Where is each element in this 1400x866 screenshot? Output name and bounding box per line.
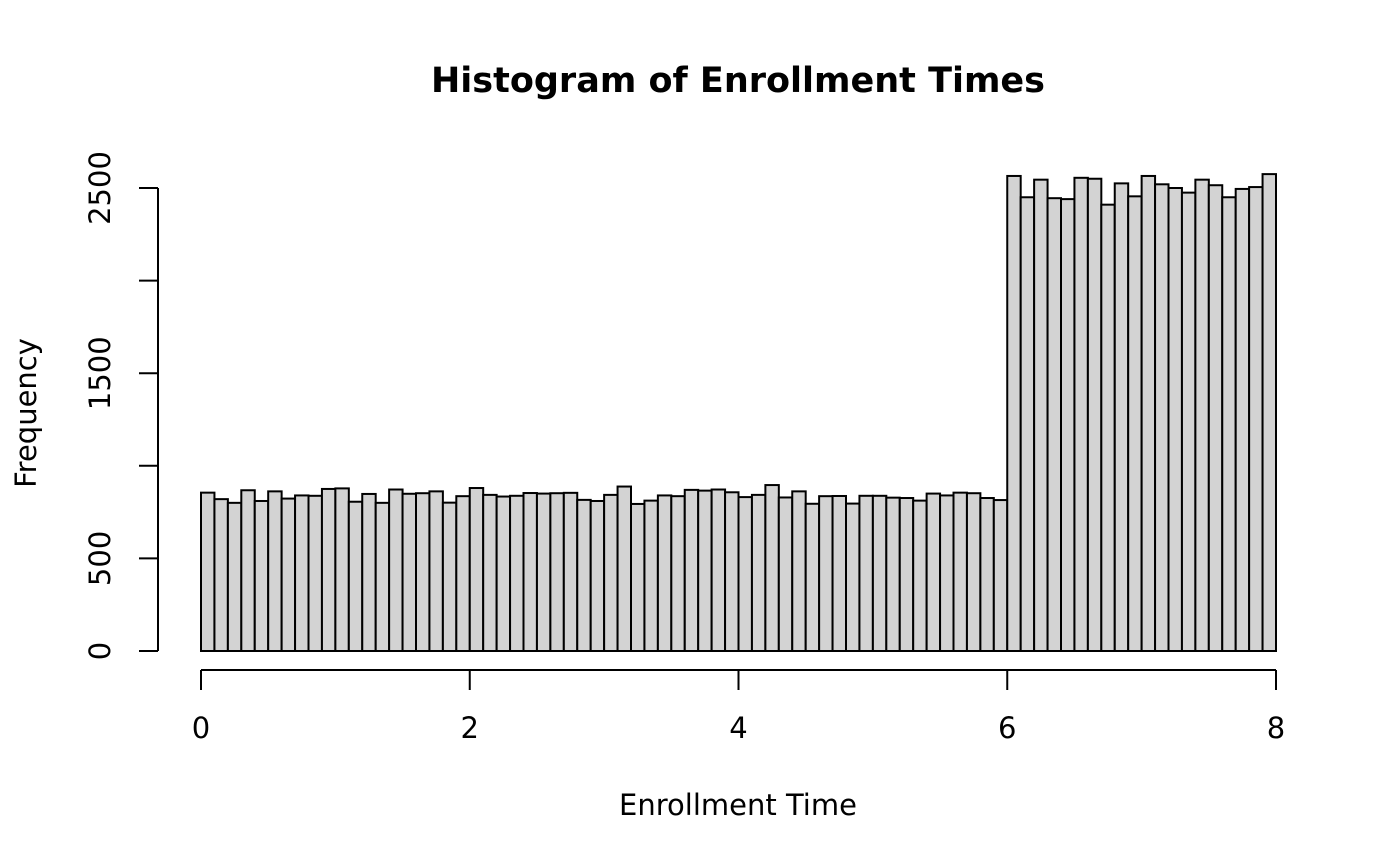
- histogram-bar: [777, 496, 794, 652]
- histogram-bar: [818, 495, 834, 653]
- histogram-bar: [576, 498, 592, 652]
- histogram-bar: [737, 496, 753, 652]
- histogram-bar: [267, 490, 283, 652]
- histogram-bar: [845, 502, 861, 652]
- histogram-bar: [952, 491, 968, 652]
- histogram-bar: [670, 495, 686, 653]
- histogram-bar: [992, 499, 1009, 652]
- histogram-bar: [200, 491, 216, 652]
- histogram-bar: [388, 488, 404, 653]
- y-axis-label: Frequency: [9, 338, 43, 488]
- histogram-bar: [1140, 174, 1157, 653]
- histogram-bar: [589, 499, 606, 652]
- histogram-bar: [724, 491, 740, 652]
- x-tick-label: 2: [461, 711, 479, 745]
- histogram-bar: [791, 490, 807, 652]
- y-tick-label: 1500: [83, 336, 117, 410]
- chart-title: Histogram of Enrollment Times: [431, 61, 1045, 101]
- x-tick-label: 6: [998, 711, 1016, 745]
- y-tick-label: 2500: [83, 151, 117, 225]
- histogram-bar: [415, 492, 431, 652]
- histogram-bar: [1154, 183, 1170, 653]
- histogram-bar: [562, 491, 579, 652]
- histogram-bar: [1167, 187, 1183, 652]
- histogram-bar: [898, 497, 915, 652]
- histogram-bar: [280, 497, 297, 652]
- y-tick-label: 500: [83, 531, 117, 586]
- histogram-bar: [549, 492, 565, 652]
- histogram-bar: [885, 496, 901, 652]
- histogram-bar: [240, 489, 256, 652]
- histogram-bar: [1073, 176, 1089, 652]
- x-axis-ticks: 0 2 4 6 8: [192, 670, 1285, 745]
- histogram-bar: [294, 494, 310, 652]
- bars-group: [200, 173, 1278, 653]
- histogram-bar: [1234, 187, 1251, 652]
- histogram-bar: [535, 492, 552, 652]
- histogram-bar: [1060, 198, 1076, 653]
- histogram-bar: [965, 492, 982, 652]
- histogram-bar: [831, 494, 847, 652]
- histogram-bar: [455, 495, 471, 653]
- histogram-bar: [1019, 196, 1036, 652]
- histogram-bar: [1046, 197, 1063, 652]
- histogram-bar: [347, 500, 364, 653]
- y-tick-label: 0: [83, 642, 117, 660]
- x-tick-label: 4: [729, 711, 747, 745]
- histogram-bar: [1006, 174, 1022, 653]
- histogram-bar: [401, 492, 417, 652]
- histogram-bar: [1194, 178, 1210, 652]
- histogram-bar: [253, 499, 270, 652]
- histogram-bar: [226, 501, 243, 652]
- histogram-bar: [509, 494, 525, 652]
- histogram-bar: [912, 499, 928, 652]
- histogram-bar: [307, 494, 323, 652]
- histogram-bar: [1180, 191, 1197, 652]
- histogram-bar: [1100, 203, 1116, 652]
- histogram-bar: [1127, 195, 1143, 653]
- histogram-bar: [764, 484, 780, 652]
- histogram-bar: [1221, 196, 1237, 652]
- histogram-bar: [1248, 186, 1264, 652]
- histogram-bar: [1113, 182, 1130, 652]
- histogram-bar: [468, 487, 485, 652]
- histogram-bar: [925, 492, 942, 652]
- histogram-bar: [858, 494, 874, 652]
- histogram-bar: [979, 497, 995, 652]
- histogram-bar: [804, 502, 821, 652]
- histogram-bar: [495, 495, 512, 653]
- x-tick-label: 8: [1267, 711, 1285, 745]
- histogram-bar: [334, 487, 350, 653]
- histogram-bar: [482, 493, 498, 652]
- histogram-bar: [710, 488, 727, 653]
- histogram-bar: [683, 488, 700, 652]
- histogram-bar: [656, 494, 673, 652]
- histogram-bar: [871, 494, 888, 652]
- histogram-bar: [750, 493, 767, 652]
- histogram-bar: [1033, 178, 1049, 652]
- histogram-bar: [616, 485, 632, 653]
- histogram-bar: [1207, 184, 1224, 652]
- histogram-bar: [630, 502, 646, 653]
- histogram-bar: [643, 499, 659, 652]
- histogram-bar: [522, 492, 538, 652]
- histogram-bar: [361, 492, 377, 653]
- histogram-bar: [603, 493, 619, 652]
- histogram-bar: [441, 501, 458, 652]
- histogram-bar: [213, 498, 229, 653]
- histogram-bar: [1261, 173, 1278, 653]
- histogram-bar: [1086, 177, 1103, 653]
- y-axis-ticks: 0 500 1500 2500: [83, 151, 158, 660]
- histogram-bar: [374, 501, 391, 652]
- histogram-bar: [428, 490, 444, 652]
- x-axis-label: Enrollment Time: [619, 788, 857, 822]
- histogram-bar: [320, 487, 337, 653]
- histogram-bar: [939, 494, 955, 652]
- histogram-bar: [697, 489, 713, 652]
- x-tick-label: 0: [192, 711, 210, 745]
